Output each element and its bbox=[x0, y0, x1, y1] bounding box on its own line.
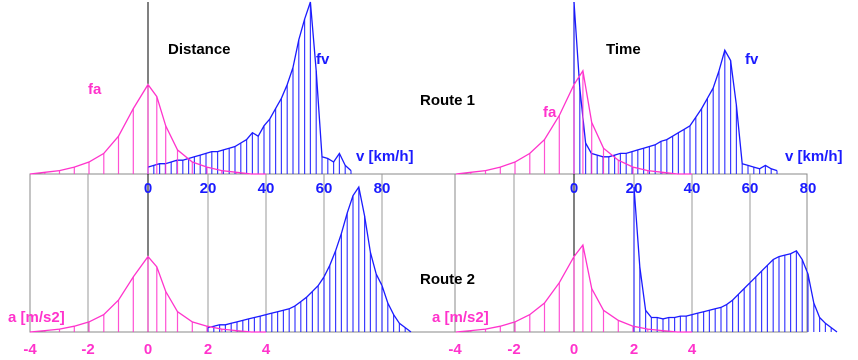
right-bottom-frame bbox=[454, 173, 808, 333]
title-distance: Distance bbox=[168, 41, 231, 58]
acceleration-tick-label: -4 bbox=[448, 341, 462, 358]
acceleration-tick-label: 0 bbox=[570, 341, 578, 358]
velocity-tick-label: 0 bbox=[570, 180, 578, 197]
route2-time-velocity-series bbox=[633, 186, 838, 333]
velocity-tick-label: 40 bbox=[684, 180, 701, 197]
acceleration-outline bbox=[455, 243, 692, 333]
route1-time-acceleration-series bbox=[455, 69, 692, 175]
chart-series bbox=[29, 1, 838, 333]
velocity-outline bbox=[147, 1, 352, 172]
acceleration-tick-label: 2 bbox=[630, 341, 638, 358]
velocity-tick-label: 60 bbox=[316, 180, 333, 197]
velocity-tick-label: 80 bbox=[374, 180, 391, 197]
acceleration-outline bbox=[29, 255, 266, 333]
route1-distance-velocity-series bbox=[147, 1, 352, 174]
acceleration-tick-label: 4 bbox=[262, 341, 271, 358]
acceleration-tick-label: -2 bbox=[507, 341, 520, 358]
fa-label-right: fa bbox=[543, 104, 557, 121]
velocity-tick-label: 0 bbox=[144, 180, 152, 197]
route2-time-acceleration-series bbox=[455, 243, 692, 333]
acceleration-outline bbox=[29, 83, 266, 175]
v-unit-right: v [km/h] bbox=[785, 148, 843, 165]
velocity-tick-label: 20 bbox=[626, 180, 643, 197]
velocity-tick-label: 40 bbox=[258, 180, 275, 197]
title-time: Time bbox=[606, 41, 641, 58]
acceleration-tick-label: 0 bbox=[144, 341, 152, 358]
velocity-tick-label: 80 bbox=[800, 180, 817, 197]
fv-label-right: fv bbox=[745, 51, 759, 68]
route1-label: Route 1 bbox=[420, 92, 475, 109]
a-unit-right: a [m/s2] bbox=[432, 309, 489, 326]
acceleration-tick-label: 2 bbox=[204, 341, 212, 358]
route1-distance-acceleration-series bbox=[29, 83, 266, 175]
acceleration-tick-label: -4 bbox=[23, 341, 37, 358]
velocity-outline bbox=[207, 185, 412, 333]
tick-labels: 0 20 40 60 80 0 20 40 60 80 -4 -2 0 2 4 -4 -2 0 2 4 bbox=[23, 180, 816, 358]
velocity-outline bbox=[633, 186, 838, 333]
a-unit-left: a [m/s2] bbox=[8, 309, 65, 326]
acceleration-tick-label: -2 bbox=[81, 341, 94, 358]
velocity-outline bbox=[573, 1, 778, 172]
velocity-tick-label: 60 bbox=[742, 180, 759, 197]
left-bottom-frame bbox=[29, 173, 456, 333]
fv-label-left: fv bbox=[316, 51, 330, 68]
fa-label-left: fa bbox=[88, 81, 102, 98]
acceleration-tick-label: 4 bbox=[688, 341, 697, 358]
route2-distance-acceleration-series bbox=[29, 255, 266, 333]
acceleration-outline bbox=[455, 69, 692, 175]
grid-lines bbox=[87, 174, 751, 332]
v-unit-left: v [km/h] bbox=[356, 148, 414, 165]
route2-label: Route 2 bbox=[420, 271, 475, 288]
velocity-tick-label: 20 bbox=[200, 180, 217, 197]
route2-distance-velocity-series bbox=[207, 185, 412, 333]
